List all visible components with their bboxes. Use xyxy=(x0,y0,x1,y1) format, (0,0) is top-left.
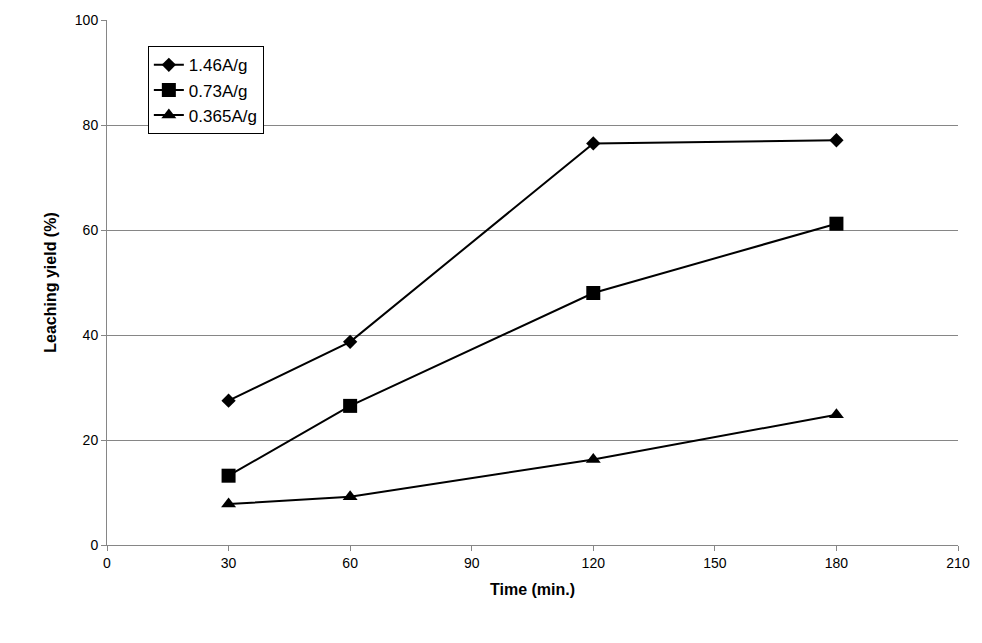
svg-text:40: 40 xyxy=(83,327,99,343)
svg-text:150: 150 xyxy=(703,555,727,571)
svg-text:Leaching yield (%): Leaching yield (%) xyxy=(42,212,59,352)
svg-text:80: 80 xyxy=(83,117,99,133)
svg-text:1.46A/g: 1.46A/g xyxy=(189,56,248,75)
svg-text:0.73A/g: 0.73A/g xyxy=(189,82,248,101)
svg-text:210: 210 xyxy=(946,555,970,571)
svg-text:60: 60 xyxy=(83,222,99,238)
svg-text:90: 90 xyxy=(464,555,480,571)
svg-text:30: 30 xyxy=(221,555,237,571)
svg-text:180: 180 xyxy=(825,555,849,571)
svg-text:20: 20 xyxy=(83,432,99,448)
svg-text:60: 60 xyxy=(342,555,358,571)
svg-text:100: 100 xyxy=(75,12,99,28)
svg-text:0: 0 xyxy=(103,555,111,571)
svg-text:0.365A/g: 0.365A/g xyxy=(189,107,257,126)
svg-text:Time (min.): Time (min.) xyxy=(490,581,575,598)
svg-text:120: 120 xyxy=(582,555,606,571)
svg-text:0: 0 xyxy=(90,537,98,553)
